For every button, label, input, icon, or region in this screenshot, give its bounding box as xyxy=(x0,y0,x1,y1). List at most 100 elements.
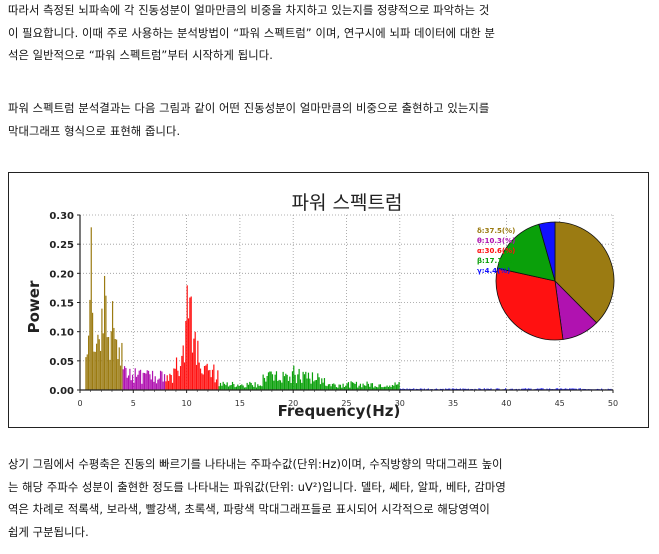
spectrum-bar xyxy=(359,383,362,390)
spectrum-bar xyxy=(167,380,170,390)
spectrum-bar xyxy=(538,388,540,390)
pie-slice xyxy=(554,221,615,324)
spectrum-bar xyxy=(106,337,108,390)
spectrum-bar xyxy=(201,373,203,390)
spectrum-bar xyxy=(325,385,327,390)
spectrum-bar xyxy=(445,388,447,390)
spectrum-bar xyxy=(125,367,127,390)
spectrum-bar xyxy=(467,388,469,390)
spectrum-bar xyxy=(159,370,162,390)
spectrum-bar xyxy=(449,388,451,390)
spectrum-bar xyxy=(323,378,326,390)
spectrum-bar xyxy=(247,384,250,390)
spectrum-bar xyxy=(601,388,603,390)
spectrum-bar xyxy=(250,382,252,390)
spectrum-bar xyxy=(163,374,166,390)
spectrum-bar xyxy=(211,369,214,390)
spectrum-bar xyxy=(169,373,171,390)
spectrum-bar xyxy=(99,350,102,390)
spectrum-bar xyxy=(279,380,282,390)
spectrum-bar xyxy=(90,227,92,390)
spectrum-bar xyxy=(85,357,87,390)
spectrum-bar xyxy=(245,387,247,390)
spectrum-bar xyxy=(89,299,91,390)
spectrum-bar xyxy=(258,385,260,390)
spectrum-bar xyxy=(399,388,401,390)
spectrum-bar xyxy=(378,384,380,390)
spectrum-bar xyxy=(505,388,507,390)
spectrum-bar xyxy=(322,382,324,390)
spectrum-bar xyxy=(463,388,465,390)
spectrum-bar xyxy=(389,385,391,390)
spectrum-bar xyxy=(549,388,551,390)
spectrum-bar xyxy=(495,388,497,390)
spectrum-bar xyxy=(318,377,320,390)
chart-title: 파워 스펙트럼 xyxy=(292,192,403,214)
spectrum-bar xyxy=(234,387,236,390)
spectrum-bar xyxy=(145,373,147,390)
spectrum-bar xyxy=(203,366,206,390)
spectrum-bar xyxy=(131,374,134,390)
spectrum-bar xyxy=(361,387,363,390)
spectrum-bar xyxy=(175,357,178,390)
spectrum-bar xyxy=(261,386,263,390)
spectrum-bar xyxy=(287,380,290,390)
text-line: 역은 차례로 적록색, 보라색, 빨강색, 초록색, 파랑색 막대그래프들로 표… xyxy=(8,503,490,516)
x-tick-label: 40 xyxy=(501,399,511,408)
spectrum-bar xyxy=(435,388,437,390)
spectrum-bar xyxy=(249,381,251,390)
spectrum-bar xyxy=(465,388,467,390)
x-tick-label: 0 xyxy=(77,399,82,408)
spectrum-bar xyxy=(358,385,360,390)
spectrum-bar xyxy=(286,374,288,390)
spectrum-bar xyxy=(370,383,372,390)
spectrum-bar xyxy=(385,386,387,390)
spectrum-bar xyxy=(282,371,284,390)
power-spectrum-figure: 0.00 0.05 0.10 0.15 0.20 0.25 0.30 0 5 10 15 20 25 30… xyxy=(8,172,649,428)
x-tick-label: 50 xyxy=(608,399,618,408)
spectrum-bar xyxy=(263,377,266,390)
spectrum-bar xyxy=(266,376,268,390)
spectrum-bar xyxy=(142,372,144,390)
spectrum-bar xyxy=(498,388,500,390)
spectrum-bar xyxy=(103,275,106,390)
spectrum-bar xyxy=(275,371,278,390)
spectrum-bar xyxy=(137,374,139,390)
spectrum-bar xyxy=(483,388,485,390)
spectrum-bar xyxy=(191,352,194,390)
spectrum-bar xyxy=(119,365,122,390)
text-line: 석은 일반적으로 “파워 스펙트럼”부터 시작하게 됩니다. xyxy=(8,49,273,62)
spectrum-bar xyxy=(337,387,339,390)
spectrum-bar xyxy=(271,374,274,390)
x-axis-label: Frequency(Hz) xyxy=(278,402,401,420)
spectrum-bar xyxy=(269,371,271,390)
spectrum-bar xyxy=(455,388,457,390)
spectrum-bar xyxy=(490,388,492,390)
spectrum-bar xyxy=(161,371,163,390)
text-line: 는 해당 주파수 성분이 출현한 정도를 나타내는 파워값(단위: uV²)입니… xyxy=(8,480,506,494)
x-tick-label: 10 xyxy=(182,399,192,408)
spectrum-bar xyxy=(214,382,216,390)
spectrum-bar xyxy=(162,381,164,390)
spectrum-bar xyxy=(207,370,210,390)
spectrum-bar xyxy=(421,388,423,390)
spectrum-bar xyxy=(397,384,399,390)
spectrum-bar xyxy=(189,297,191,390)
y-tick-label: 0.30 xyxy=(49,211,74,222)
spectrum-bar xyxy=(338,384,340,390)
text-line: 파워 스펙트럼 분석결과는 다음 그림과 같이 어떤 진동성분이 얼마만큼의 비… xyxy=(8,102,490,115)
spectrum-bar xyxy=(113,327,115,390)
spectrum-bar xyxy=(290,383,292,390)
spectrum-bar xyxy=(607,388,609,390)
spectrum-bar xyxy=(529,388,531,390)
spectrum-bar xyxy=(182,345,184,390)
spectrum-bar xyxy=(135,376,138,390)
spectrum-bar xyxy=(365,385,367,390)
spectrum-bar xyxy=(357,387,359,390)
spectrum-bar xyxy=(111,301,114,390)
spectrum-bar xyxy=(409,388,411,390)
spectrum-bar xyxy=(479,388,481,390)
spectrum-bar xyxy=(291,371,294,390)
spectrum-bar xyxy=(171,382,174,390)
spectrum-bar xyxy=(143,372,146,390)
